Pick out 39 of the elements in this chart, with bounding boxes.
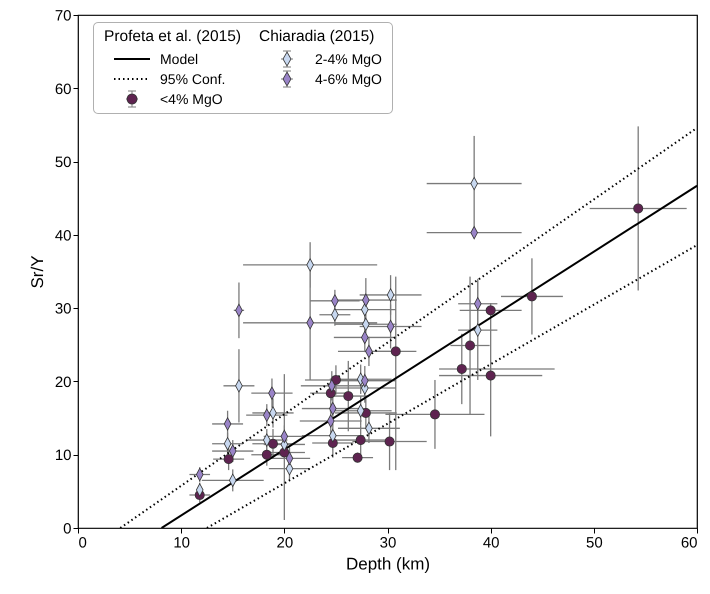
y-tick-label: 30 (54, 300, 72, 318)
point (526, 291, 537, 302)
x-tick-label: 10 (173, 534, 190, 552)
y-tick-label: 10 (54, 447, 72, 464)
point (390, 346, 401, 356)
point (456, 364, 467, 374)
y-tick-label: 20 (54, 374, 72, 391)
legend-label: <4% MgO (160, 91, 223, 107)
x-tick-label: 30 (380, 534, 396, 552)
point (486, 305, 496, 316)
y-tick-label: 70 (54, 8, 72, 24)
point (633, 203, 644, 214)
point (352, 452, 363, 463)
point (430, 409, 440, 420)
y-tick-label: 0 (63, 520, 72, 538)
point (384, 436, 395, 447)
point (268, 438, 278, 449)
x-tick-label: 0 (78, 534, 87, 552)
legend-label: 95% Conf. (160, 71, 226, 87)
legend-label: 4-6% MgO (315, 71, 382, 87)
x-axis-title: Depth (km) (346, 554, 430, 574)
x-tick-label: 20 (276, 534, 294, 552)
point (343, 391, 354, 402)
x-tick-label: 50 (586, 534, 603, 552)
annotation: Chiaradia (2015) (259, 28, 376, 46)
y-tick-label: 40 (54, 227, 72, 244)
point (465, 340, 476, 351)
point (262, 450, 272, 460)
x-tick-label: 60 (680, 534, 698, 552)
y-tick-label: 50 (54, 154, 72, 172)
y-axis-title: Sr/Y (28, 255, 47, 289)
x-tick-label: 40 (482, 534, 500, 552)
y-tick-label: 60 (54, 80, 72, 98)
point (224, 454, 234, 464)
point (486, 370, 496, 381)
point (356, 435, 366, 446)
legend-title: Profeta et al. (2015) (104, 28, 241, 46)
legend-label: Model (160, 51, 198, 67)
legend-label: 2-4% MgO (315, 51, 382, 67)
